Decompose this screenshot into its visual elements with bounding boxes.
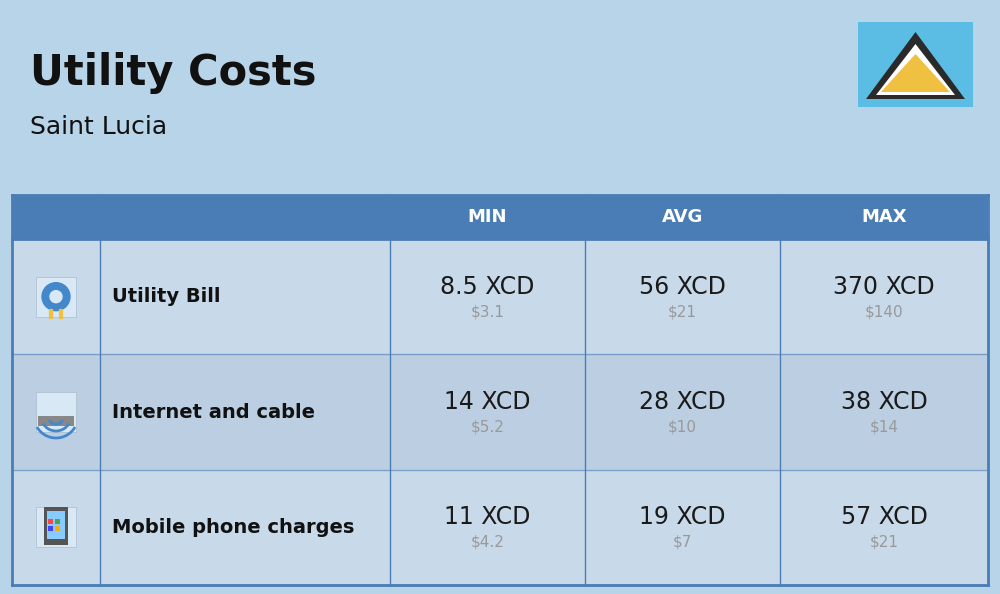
Text: $3.1: $3.1 (471, 304, 505, 319)
Text: $21: $21 (870, 535, 898, 550)
Bar (12, 195, 988, 239)
Text: 8.5 XCD: 8.5 XCD (440, 274, 535, 299)
Bar (12, 239, 988, 355)
Text: 57 XCD: 57 XCD (841, 505, 927, 529)
Text: 38 XCD: 38 XCD (841, 390, 927, 414)
Circle shape (42, 283, 70, 311)
Bar (48, 526, 53, 532)
Circle shape (50, 290, 62, 303)
Text: Mobile phone charges: Mobile phone charges (112, 518, 354, 537)
Polygon shape (876, 44, 955, 95)
Polygon shape (881, 54, 950, 92)
Text: 11 XCD: 11 XCD (444, 505, 531, 529)
Text: AVG: AVG (662, 208, 703, 226)
Text: $21: $21 (668, 304, 697, 319)
Text: 370 XCD: 370 XCD (833, 274, 935, 299)
Bar (12, 355, 988, 470)
Text: Utility Bill: Utility Bill (112, 287, 220, 306)
Text: Saint Lucia: Saint Lucia (30, 115, 167, 139)
Bar (55, 519, 60, 525)
Text: MIN: MIN (468, 208, 507, 226)
Text: $7: $7 (673, 535, 692, 550)
Text: Utility Costs: Utility Costs (30, 52, 316, 94)
Bar (44, 507, 68, 545)
Bar (55, 526, 60, 532)
Text: Internet and cable: Internet and cable (112, 403, 315, 422)
Bar (858, 22, 973, 107)
Text: $140: $140 (865, 304, 903, 319)
Polygon shape (866, 32, 965, 99)
Bar (36, 507, 76, 547)
Text: 28 XCD: 28 XCD (639, 390, 726, 414)
Bar (12, 470, 988, 585)
Text: 19 XCD: 19 XCD (639, 505, 726, 529)
Bar (47, 511, 65, 539)
Text: 14 XCD: 14 XCD (444, 390, 531, 414)
Text: $4.2: $4.2 (471, 535, 504, 550)
Bar (38, 416, 74, 426)
Text: MAX: MAX (861, 208, 907, 226)
Text: $5.2: $5.2 (471, 419, 504, 434)
Bar (36, 392, 76, 432)
Text: $10: $10 (668, 419, 697, 434)
Text: 56 XCD: 56 XCD (639, 274, 726, 299)
Text: $14: $14 (870, 419, 898, 434)
Bar (48, 519, 53, 525)
Bar (36, 277, 76, 317)
